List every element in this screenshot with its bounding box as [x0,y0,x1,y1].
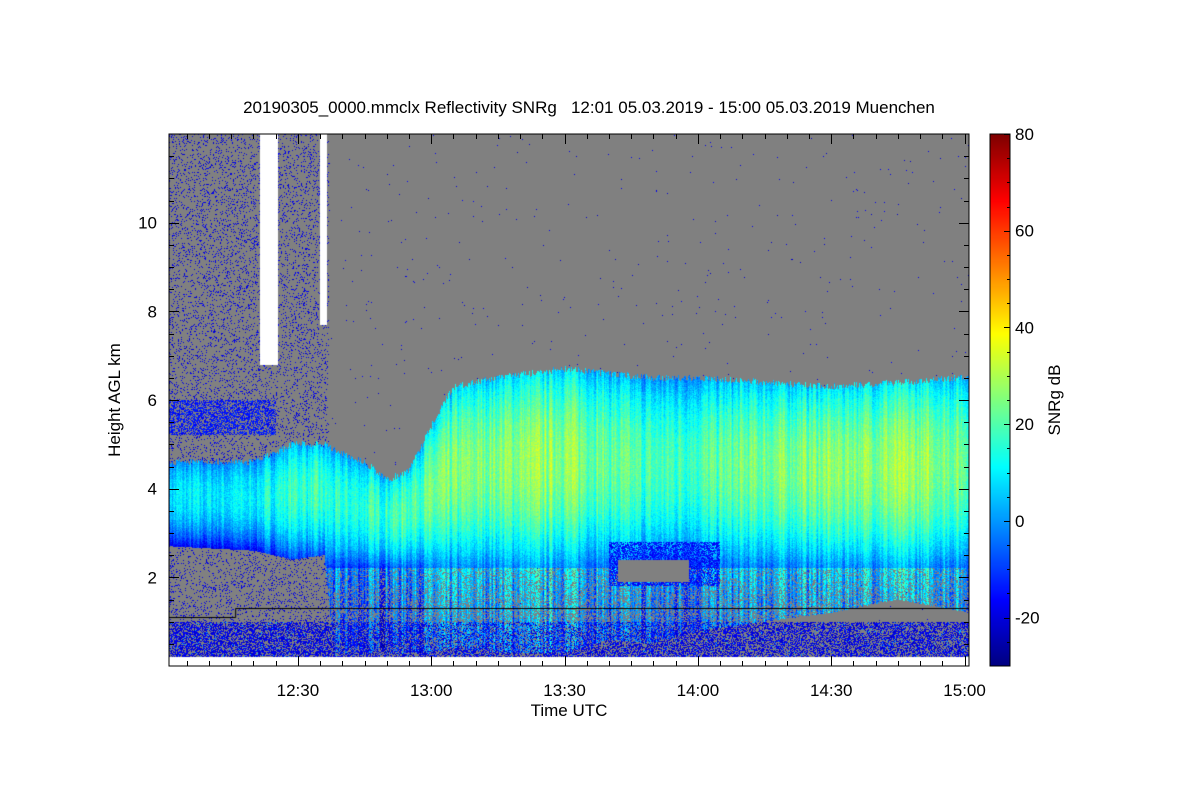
reflectivity-heatmap [169,134,969,666]
colorbar-frame [989,133,1011,667]
plot-frame [168,133,970,667]
x-tick-label: 13:00 [410,681,453,700]
y-tick-label: 6 [148,391,157,410]
y-tick-label: 2 [148,568,157,587]
tick-labels: 12:30 13:00 13:30 14:00 14:30 15:00 2 4 6 8 10 -20 0… [138,125,1040,700]
x-tick-label: 14:00 [677,681,720,700]
colorbar-tick-label: -20 [1015,609,1040,628]
colorbar-tick-label: 60 [1015,222,1034,241]
colorbar-label: SNRg dB [1045,365,1064,436]
colorbar-tick-label: 40 [1015,318,1034,337]
y-tick-label: 4 [148,480,157,499]
y-axis-label: Height AGL km [105,343,124,457]
x-tick-label: 14:30 [810,681,853,700]
y-tick-label: 8 [148,302,157,321]
y-tick-label: 10 [138,214,157,233]
colorbar-tick-label: 80 [1015,125,1034,144]
colorbar-tick-label: 20 [1015,415,1034,434]
colorbar [990,134,1010,666]
tick-marks [169,134,1010,666]
colorbar-tick-label: 0 [1015,512,1024,531]
x-tick-label: 15:00 [943,681,986,700]
x-tick-label: 13:30 [543,681,586,700]
x-axis-label: Time UTC [531,701,608,720]
x-tick-label: 12:30 [277,681,320,700]
chart-title: 20190305_0000.mmclx Reflectivity SNRg 12… [243,98,935,117]
